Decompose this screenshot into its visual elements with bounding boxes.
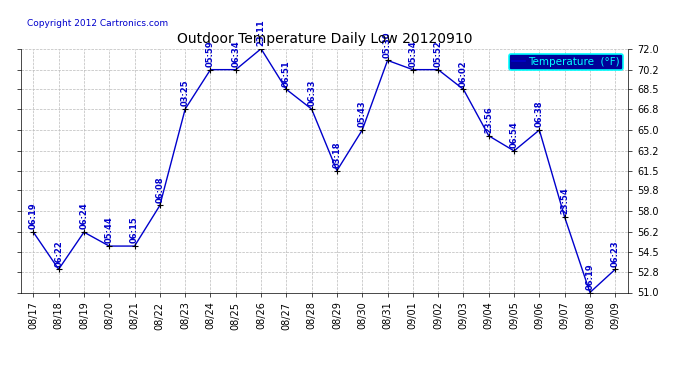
Text: 06:23: 06:23 [611, 240, 620, 267]
Text: 05:43: 05:43 [357, 100, 367, 127]
Text: 06:54: 06:54 [509, 122, 519, 148]
Text: 03:25: 03:25 [181, 80, 190, 106]
Text: 06:51: 06:51 [282, 60, 291, 87]
Text: 05:30: 05:30 [383, 31, 392, 58]
Text: 06:02: 06:02 [459, 60, 468, 87]
Text: 05:59: 05:59 [206, 40, 215, 67]
Text: 23:54: 23:54 [560, 188, 569, 214]
Text: 06:08: 06:08 [155, 176, 164, 203]
Text: 06:24: 06:24 [79, 202, 88, 229]
Text: 05:44: 05:44 [105, 216, 114, 243]
Legend: Temperature  (°F): Temperature (°F) [509, 54, 622, 70]
Text: 03:18: 03:18 [333, 141, 342, 168]
Text: 06:22: 06:22 [54, 240, 63, 267]
Text: 06:38: 06:38 [535, 101, 544, 127]
Text: 06:19: 06:19 [585, 263, 595, 290]
Text: 06:15: 06:15 [130, 216, 139, 243]
Text: 23:11: 23:11 [257, 19, 266, 46]
Title: Outdoor Temperature Daily Low 20120910: Outdoor Temperature Daily Low 20120910 [177, 32, 472, 46]
Text: 23:56: 23:56 [484, 106, 493, 133]
Text: 05:52: 05:52 [433, 40, 443, 67]
Text: Copyright 2012 Cartronics.com: Copyright 2012 Cartronics.com [27, 20, 168, 28]
Text: 06:34: 06:34 [231, 40, 240, 67]
Text: 06:33: 06:33 [307, 80, 316, 106]
Text: 06:19: 06:19 [29, 203, 38, 229]
Text: 05:34: 05:34 [408, 40, 417, 67]
